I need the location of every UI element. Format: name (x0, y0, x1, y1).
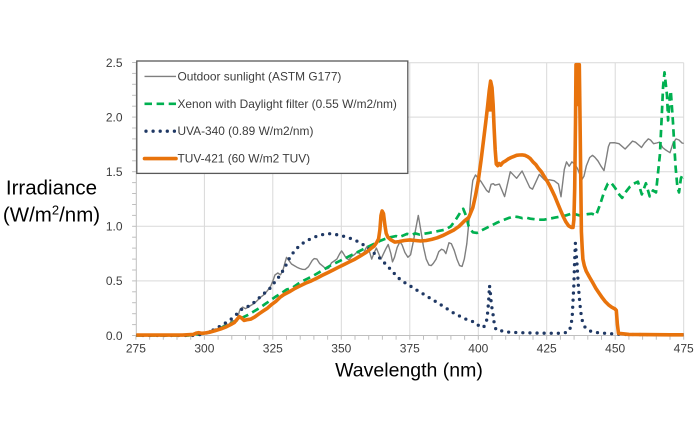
svg-text:450: 450 (605, 342, 625, 356)
svg-text:400: 400 (468, 342, 488, 356)
svg-text:0.5: 0.5 (106, 274, 123, 288)
svg-text:1.5: 1.5 (106, 165, 123, 179)
svg-text:1.0: 1.0 (106, 220, 123, 234)
svg-text:2.5: 2.5 (106, 56, 123, 70)
svg-text:475: 475 (674, 342, 694, 356)
svg-text:350: 350 (331, 342, 351, 356)
svg-text:Outdoor sunlight (ASTM G177): Outdoor sunlight (ASTM G177) (178, 69, 342, 83)
svg-text:375: 375 (400, 342, 420, 356)
svg-text:TUV-421 (60 W/m2 TUV): TUV-421 (60 W/m2 TUV) (178, 152, 311, 166)
svg-text:Xenon with Daylight filter (0.: Xenon with Daylight filter (0.55 W/m2/nm… (178, 97, 397, 111)
svg-text:275: 275 (126, 342, 146, 356)
svg-text:UVA-340 (0.89 W/m2/nm): UVA-340 (0.89 W/m2/nm) (178, 124, 314, 138)
svg-text:(W/m2/nm): (W/m2/nm) (3, 203, 100, 227)
svg-text:0.0: 0.0 (106, 329, 123, 343)
svg-text:325: 325 (263, 342, 283, 356)
svg-text:Wavelength (nm): Wavelength (nm) (335, 360, 483, 382)
svg-text:300: 300 (194, 342, 214, 356)
svg-text:2.0: 2.0 (106, 110, 123, 124)
svg-text:Irradiance: Irradiance (6, 177, 97, 200)
svg-text:425: 425 (537, 342, 557, 356)
